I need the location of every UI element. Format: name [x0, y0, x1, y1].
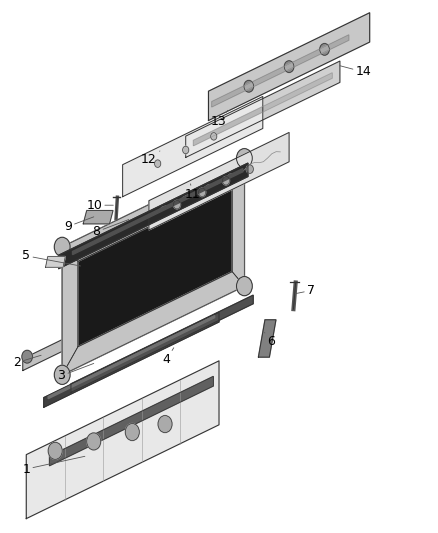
Circle shape: [246, 165, 253, 173]
Polygon shape: [62, 272, 244, 375]
Circle shape: [211, 133, 217, 140]
Polygon shape: [78, 187, 232, 346]
Circle shape: [284, 61, 294, 72]
Polygon shape: [212, 35, 349, 107]
Text: 10: 10: [86, 199, 113, 212]
Circle shape: [223, 176, 230, 185]
Circle shape: [54, 237, 70, 256]
Text: 12: 12: [141, 151, 160, 166]
Polygon shape: [73, 168, 243, 255]
Text: 5: 5: [22, 249, 81, 266]
Circle shape: [237, 149, 252, 168]
Circle shape: [320, 44, 329, 55]
Polygon shape: [232, 158, 244, 286]
Circle shape: [237, 277, 252, 296]
Polygon shape: [83, 211, 113, 224]
Text: 1: 1: [22, 456, 85, 475]
Circle shape: [158, 416, 172, 433]
Polygon shape: [49, 376, 213, 466]
Polygon shape: [62, 158, 244, 261]
Circle shape: [173, 200, 180, 209]
Circle shape: [54, 365, 70, 384]
Polygon shape: [62, 158, 244, 375]
Text: 7: 7: [295, 284, 315, 297]
Text: 4: 4: [162, 348, 174, 366]
Text: 2: 2: [14, 356, 41, 369]
Circle shape: [183, 146, 189, 154]
Text: 6: 6: [265, 333, 276, 348]
Polygon shape: [23, 338, 65, 370]
Polygon shape: [71, 295, 253, 392]
Polygon shape: [258, 320, 276, 357]
Circle shape: [48, 442, 62, 459]
Text: 13: 13: [211, 110, 228, 128]
Polygon shape: [208, 13, 370, 120]
Text: 3: 3: [57, 364, 94, 382]
Circle shape: [155, 160, 161, 167]
Polygon shape: [44, 312, 219, 407]
Polygon shape: [194, 73, 332, 146]
Circle shape: [22, 350, 32, 363]
Polygon shape: [26, 361, 219, 519]
Circle shape: [87, 433, 101, 450]
Text: 14: 14: [340, 66, 371, 78]
Text: 11: 11: [185, 184, 201, 201]
Polygon shape: [186, 61, 340, 157]
Circle shape: [199, 188, 206, 197]
Text: 8: 8: [92, 220, 129, 238]
Polygon shape: [62, 247, 78, 375]
Circle shape: [125, 424, 139, 441]
Polygon shape: [59, 163, 248, 269]
Polygon shape: [123, 96, 263, 197]
Text: 9: 9: [64, 217, 94, 233]
Polygon shape: [149, 132, 289, 230]
Polygon shape: [48, 316, 215, 399]
Circle shape: [244, 80, 254, 92]
Polygon shape: [46, 256, 65, 267]
